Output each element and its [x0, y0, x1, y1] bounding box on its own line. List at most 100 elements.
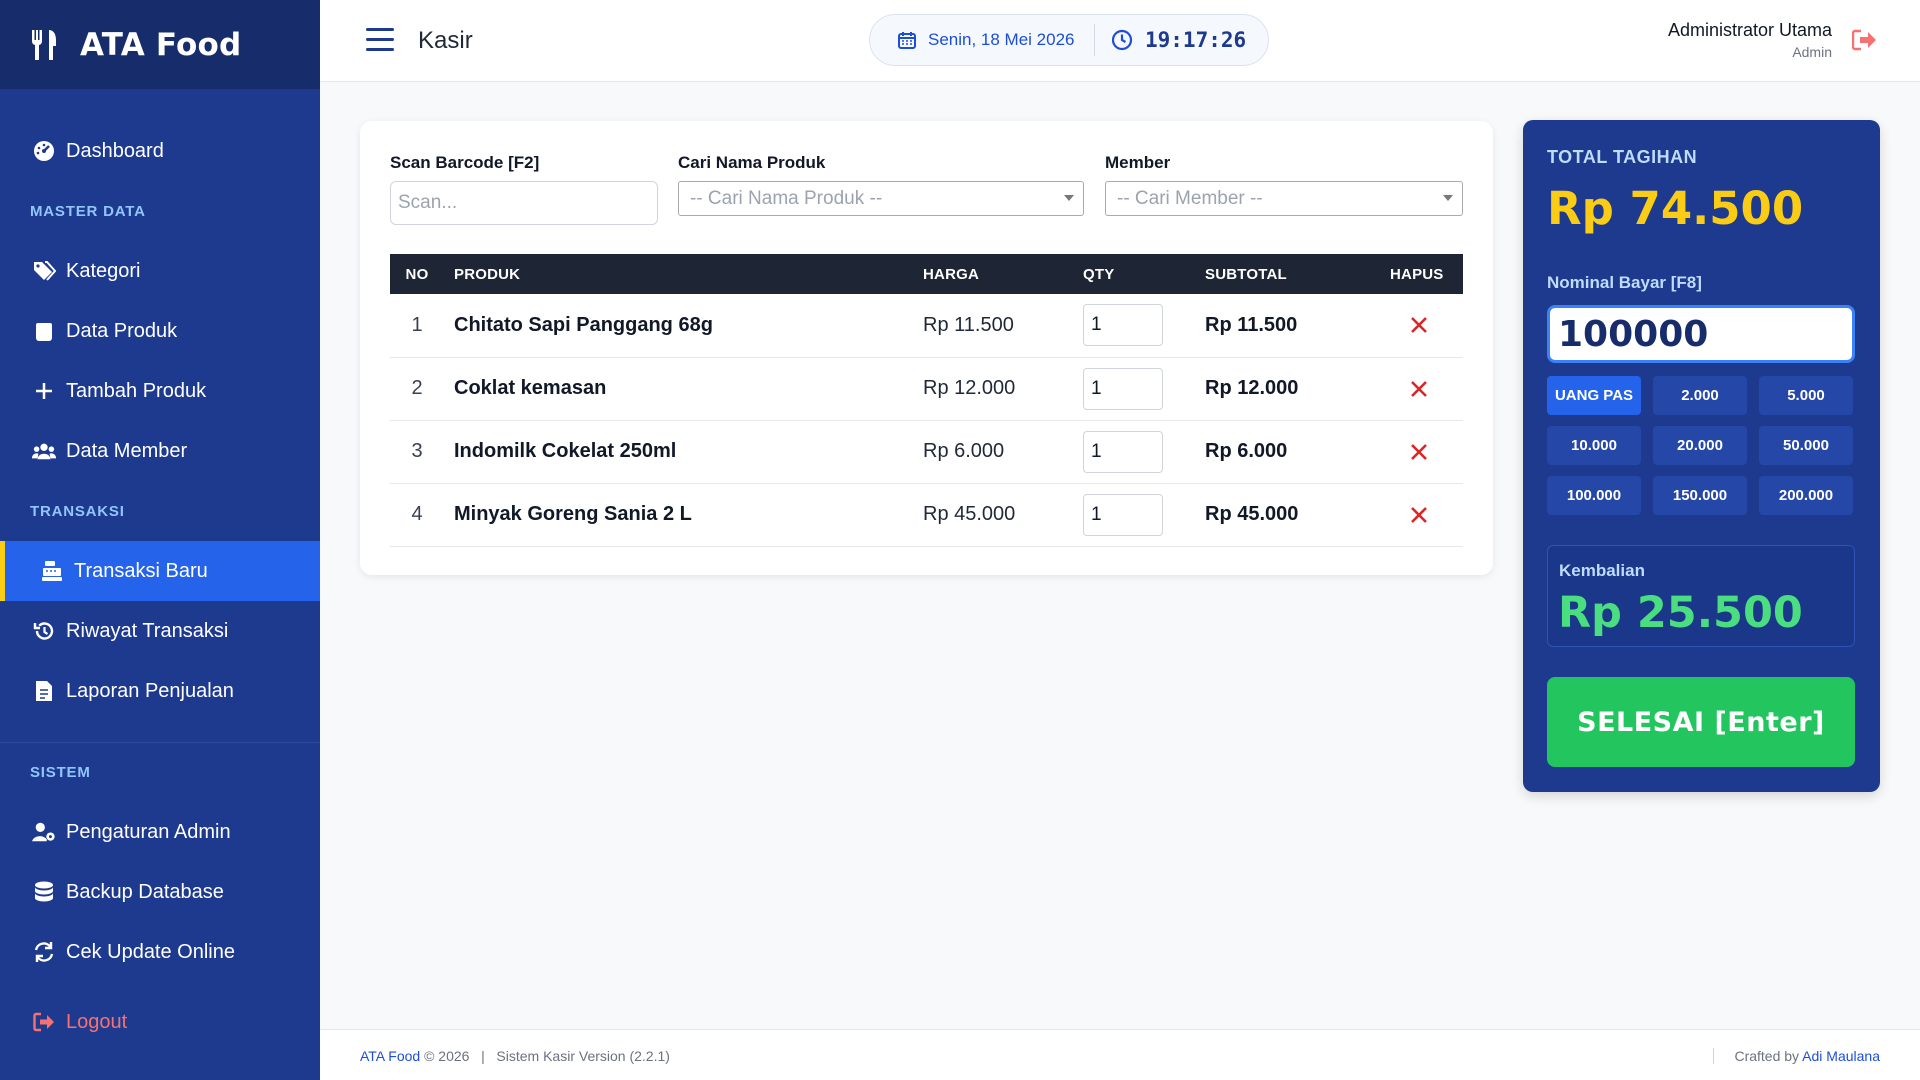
section-transaksi: TRANSAKSI: [30, 503, 125, 520]
footer-right: Crafted by Adi Maulana: [1713, 1048, 1880, 1064]
delete-cell: [1380, 294, 1463, 358]
close-icon[interactable]: [1410, 506, 1428, 524]
qty-cell: 1: [1073, 420, 1195, 484]
tags-icon: [32, 259, 56, 283]
time-text: 19:17:26: [1145, 28, 1247, 52]
chevron-down-icon: [1443, 195, 1453, 201]
sync-icon: [32, 940, 56, 964]
quick-2000-button[interactable]: 2.000: [1653, 376, 1747, 415]
product-name: Minyak Goreng Sania 2 L: [444, 483, 913, 547]
brand[interactable]: ATA Food: [0, 0, 320, 89]
sidebar-item-riwayat-transaksi[interactable]: Riwayat Transaksi: [0, 602, 320, 660]
column-header: QTY: [1083, 265, 1115, 283]
time-display: 19:17:26: [1095, 28, 1246, 52]
change-value: Rp 25.500: [1558, 588, 1803, 638]
close-icon[interactable]: [1410, 380, 1428, 398]
qty-cell: 1: [1073, 357, 1195, 421]
sidebar-item-logout[interactable]: Logout: [0, 993, 320, 1051]
subtotal: Rp 11.500: [1195, 294, 1380, 358]
sidebar: ATA Food Dashboard MASTER DATA Kategori …: [0, 0, 320, 1080]
row-number: 4: [390, 483, 444, 547]
chevron-down-icon: [1064, 195, 1074, 201]
quick-10000-button[interactable]: 10.000: [1547, 426, 1641, 465]
sidebar-divider: [0, 742, 320, 743]
footer-author-link[interactable]: Adi Maulana: [1802, 1048, 1880, 1064]
close-icon[interactable]: [1410, 443, 1428, 461]
section-sistem: SISTEM: [30, 764, 91, 781]
qty-input[interactable]: 1: [1083, 493, 1163, 536]
member-select[interactable]: -- Cari Member --: [1105, 181, 1463, 216]
sidebar-item-data-member[interactable]: Data Member: [0, 422, 320, 480]
qty-input[interactable]: 1: [1083, 304, 1163, 347]
quick-50000-button[interactable]: 50.000: [1759, 426, 1853, 465]
user-info[interactable]: Administrator Utama Admin: [1668, 20, 1832, 60]
box-icon: [32, 319, 56, 343]
pay-amount-input[interactable]: 100000: [1547, 305, 1855, 363]
product-price: Rp 12.000: [913, 357, 1073, 421]
sidebar-item-label: Laporan Penjualan: [66, 679, 234, 702]
topbar: Kasir Senin, 18 Mei 2026 19:17:26 Admini…: [320, 0, 1920, 82]
quick-exact-button[interactable]: UANG PAS: [1547, 376, 1641, 415]
sidebar-item-transaksi-baru[interactable]: Transaksi Baru: [0, 541, 320, 601]
row-number: 2: [390, 357, 444, 421]
quick-200000-button[interactable]: 200.000: [1759, 476, 1853, 515]
date-text: Senin, 18 Mei 2026: [928, 30, 1075, 49]
product-search-placeholder: -- Cari Nama Produk --: [690, 187, 883, 209]
product-price: Rp 6.000: [913, 420, 1073, 484]
sign-out-icon[interactable]: [1852, 29, 1878, 51]
sign-out-icon: [32, 1010, 56, 1034]
sidebar-item-label: Transaksi Baru: [74, 559, 208, 582]
sidebar-item-label: Kategori: [66, 259, 141, 282]
datetime-widget: Senin, 18 Mei 2026 19:17:26: [869, 14, 1269, 66]
product-price: Rp 45.000: [913, 483, 1073, 547]
date-display: Senin, 18 Mei 2026: [870, 30, 1094, 50]
product-search-label: Cari Nama Produk: [678, 153, 826, 172]
product-search-select[interactable]: -- Cari Nama Produk --: [678, 181, 1084, 216]
sidebar-item-label: Backup Database: [66, 880, 224, 903]
menu-icon[interactable]: [366, 28, 394, 51]
user-cog-icon: [32, 820, 56, 844]
sidebar-item-label: Riwayat Transaksi: [66, 619, 229, 642]
sidebar-item-backup-database[interactable]: Backup Database: [0, 863, 320, 921]
footer: ATA Food © 2026 | Sistem Kasir Version (…: [320, 1029, 1920, 1080]
sidebar-item-tambah-produk[interactable]: Tambah Produk: [0, 362, 320, 420]
qty-input[interactable]: 1: [1083, 367, 1163, 410]
quick-150000-button[interactable]: 150.000: [1653, 476, 1747, 515]
section-master-data: MASTER DATA: [30, 203, 146, 220]
barcode-input[interactable]: Scan...: [390, 181, 658, 225]
footer-crafted-by: Crafted by: [1734, 1048, 1800, 1064]
delete-cell: [1380, 357, 1463, 421]
quick-5000-button[interactable]: 5.000: [1759, 376, 1853, 415]
sidebar-item-data-produk[interactable]: Data Produk: [0, 302, 320, 360]
qty-input[interactable]: 1: [1083, 430, 1163, 473]
row-number: 3: [390, 420, 444, 484]
cart-table: NO PRODUK HARGA QTY SUBTOTAL HAPUS 1 Chi…: [390, 254, 1463, 547]
sidebar-item-cek-update[interactable]: Cek Update Online: [0, 923, 320, 981]
payment-panel: TOTAL TAGIHAN Rp 74.500 Nominal Bayar [F…: [1523, 120, 1880, 792]
sidebar-item-label: Pengaturan Admin: [66, 820, 231, 843]
sidebar-item-label: Cek Update Online: [66, 940, 235, 963]
users-icon: [32, 439, 56, 463]
finish-button[interactable]: SELESAI [Enter]: [1547, 677, 1855, 767]
calendar-icon: [898, 32, 916, 49]
sidebar-item-label: Dashboard: [66, 139, 164, 162]
sidebar-item-pengaturan-admin[interactable]: Pengaturan Admin: [0, 803, 320, 861]
subtotal: Rp 45.000: [1195, 483, 1380, 547]
footer-brand-link[interactable]: ATA Food: [360, 1048, 421, 1064]
report-icon: [32, 679, 56, 703]
qty-cell: 1: [1073, 483, 1195, 547]
close-icon[interactable]: [1410, 316, 1428, 334]
sidebar-item-label: Data Produk: [66, 319, 178, 342]
member-placeholder: -- Cari Member --: [1117, 187, 1263, 209]
sidebar-item-label: Data Member: [66, 439, 188, 462]
app-name: ATA Food: [80, 26, 242, 63]
row-number: 1: [390, 294, 444, 358]
sidebar-item-laporan-penjualan[interactable]: Laporan Penjualan: [0, 662, 320, 720]
quick-100000-button[interactable]: 100.000: [1547, 476, 1641, 515]
sidebar-item-dashboard[interactable]: Dashboard: [0, 122, 320, 180]
pay-amount-label: Nominal Bayar [F8]: [1547, 273, 1702, 292]
quick-20000-button[interactable]: 20.000: [1653, 426, 1747, 465]
page-title: Kasir: [418, 27, 473, 54]
sidebar-item-kategori[interactable]: Kategori: [0, 242, 320, 300]
footer-left: ATA Food © 2026 | Sistem Kasir Version (…: [360, 1048, 670, 1064]
